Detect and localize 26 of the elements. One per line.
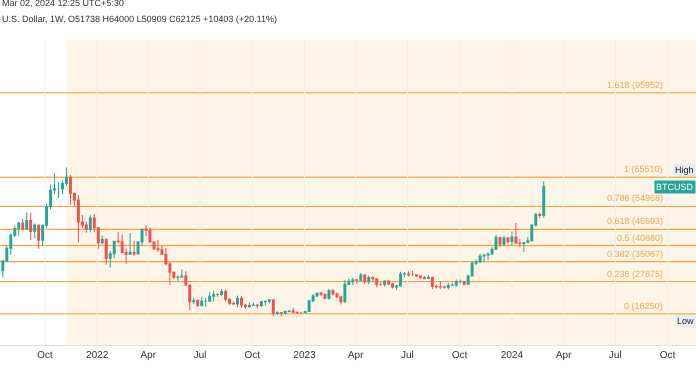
x-tick-label: 2023 (293, 350, 316, 361)
x-tick-label: Jul (194, 350, 206, 361)
x-tick-label: 2024 (500, 350, 524, 361)
text: U.S. Dollar, 1W, O51738 H64000 L50909 C62125 +10403 (+20.11%) (2, 14, 278, 24)
x-tick-label: Jul (608, 350, 622, 361)
text: Mar 02, 2024 12:25 UTC+5:30 (2, 0, 124, 8)
annotation: BTCUSD (656, 182, 694, 192)
x-tick-label: Oct (660, 350, 676, 361)
x-tick-label: Apr (140, 350, 157, 361)
x-tick-label: Apr (556, 350, 572, 361)
x-tick-label: Oct (37, 350, 53, 361)
ref-line-label: 1.618 (95952) (607, 80, 664, 90)
x-tick-label: Oct (452, 350, 468, 361)
ref-line-label: 0 (16250) (624, 301, 663, 311)
ref-line-label: 0.618 (46693) (607, 216, 664, 226)
ref-line-label: 0.382 (35067) (607, 249, 664, 259)
x-tick-label: 2022 (86, 350, 109, 361)
ref-line-label: 0.5 (40880) (617, 233, 664, 243)
ref-line-label: 0.786 (54968) (607, 193, 664, 203)
ref-line-label: 1 (65510) (624, 164, 663, 174)
x-tick-label: Oct (244, 350, 260, 361)
x-tick-label: Jul (400, 350, 414, 361)
ref-line-label: 0.236 (27875) (607, 269, 664, 279)
annotation: Low (677, 316, 694, 326)
annotation: High (675, 165, 694, 175)
x-tick-label: Apr (348, 350, 364, 361)
